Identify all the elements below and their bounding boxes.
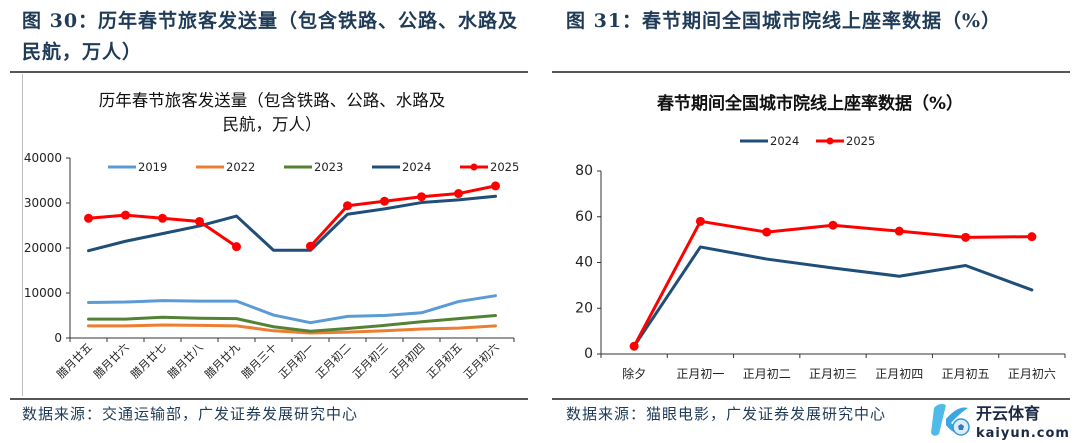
figure-30-left-border: [22, 74, 23, 396]
y-tick-label: 0: [584, 346, 593, 362]
x-tick-label: 正月初六: [461, 340, 502, 381]
figure-31-top-rule: [552, 71, 1070, 73]
legend-item-2025: 2025: [816, 134, 875, 148]
data-point-2025: [306, 241, 315, 251]
y-tick-label: 40: [575, 255, 593, 271]
figure-31-title: 图 31：春节期间全国城市院线上座率数据（%）: [566, 10, 1002, 32]
x-tick-label: 正月初二: [313, 340, 354, 381]
data-point-2025: [762, 227, 772, 237]
y-tick-label: 30000: [24, 196, 62, 210]
x-tick-label: 正月初五: [424, 340, 465, 381]
figure-31-bottom-rule: [552, 398, 1070, 400]
data-point-2025: [1027, 232, 1037, 242]
data-point-2025: [232, 242, 241, 252]
watermark-logo: 开云体育 kaiyun.com: [931, 404, 1070, 441]
figure-30-bottom-rule: [10, 398, 528, 400]
series-line-2025: [632, 219, 1034, 348]
y-tick-label: 10000: [24, 286, 62, 300]
data-point-2025: [629, 341, 639, 351]
x-tick-label: 除夕: [622, 366, 646, 381]
x-tick-label: 正月初一: [276, 340, 317, 381]
data-point-2025: [828, 220, 838, 230]
x-tick-label: 腊月廿八: [165, 341, 205, 381]
legend-item-2019: 2019: [108, 160, 167, 174]
legend-item-2024: 2024: [740, 134, 799, 148]
chart-title-line: 民航，万人）: [223, 115, 322, 134]
x-tick-label: 腊月廿七: [128, 341, 168, 381]
data-point-2025: [454, 189, 463, 199]
x-tick-label: 正月初三: [809, 367, 857, 381]
series-line-2022: [87, 323, 497, 335]
x-tick-label: 腊月三十: [239, 340, 280, 381]
x-tick-label: 正月初六: [1008, 367, 1056, 381]
legend-label: 2025: [490, 160, 519, 174]
watermark-emblem-icon: [931, 404, 970, 436]
data-point-2025: [195, 216, 204, 226]
series-line-2019: [87, 294, 497, 325]
x-tick-label: 腊月廿六: [91, 341, 131, 381]
data-point-2025: [343, 201, 352, 211]
figure-30-top-rule: [10, 71, 528, 73]
x-tick-label: 正月初四: [875, 367, 923, 381]
figure-31-source: 数据来源：猫眼电影，广发证券发展研究中心: [566, 405, 887, 423]
series-line-2025: [309, 184, 497, 248]
data-point-2025: [380, 196, 389, 206]
data-point-2025: [961, 232, 971, 242]
x-tick-label: 正月初四: [387, 340, 428, 381]
legend-label: 2022: [226, 160, 255, 174]
passenger-volume-chart: 历年春节旅客发送量（包含铁路、公路、水路及民航，万人） 2019 2022 2023 2…: [24, 91, 519, 381]
cinema-occupancy-chart: 春节期间全国城市院线上座率数据（%） 2024 2025 0 20 40 60 80 除夕 正月初…: [575, 93, 1066, 381]
legend-label: 2025: [846, 134, 875, 148]
legend-item-2025: 2025: [460, 160, 519, 174]
figure-30-title: 图 30：历年春节旅客发送量（包含铁路、公路、水路及民航，万人）: [22, 10, 519, 63]
data-point-2025: [84, 213, 93, 223]
y-tick-label: 0: [54, 331, 62, 345]
data-point-2025: [417, 192, 426, 202]
legend-item-2023: 2023: [284, 160, 343, 174]
x-tick-label: 正月初三: [350, 340, 391, 381]
data-point-2025: [158, 213, 167, 223]
data-point-2025: [121, 210, 130, 220]
legend-label: 2024: [402, 160, 431, 174]
x-tick-label: 正月初一: [676, 367, 724, 381]
data-point-2025: [894, 226, 904, 236]
series-line-2023: [87, 314, 497, 333]
chart-title-line: 春节期间全国城市院线上座率数据（%）: [657, 93, 963, 114]
x-tick-label: 腊月廿九: [202, 341, 242, 381]
legend-label: 2019: [138, 160, 167, 174]
data-point-2025: [491, 181, 500, 191]
y-tick-label: 80: [575, 163, 593, 179]
x-tick-label: 正月初二: [743, 367, 791, 381]
series-line-2024: [632, 245, 1034, 348]
y-tick-label: 40000: [24, 151, 62, 165]
series-line-2024: [87, 194, 497, 253]
legend-item-2022: 2022: [196, 160, 255, 174]
x-tick-label: 正月初五: [942, 367, 990, 381]
legend-label: 2023: [314, 160, 343, 174]
figure-30-source: 数据来源：交通运输部，广发证券发展研究中心: [22, 405, 359, 423]
legend-item-2024: 2024: [372, 160, 431, 174]
x-tick-label: 腊月廿五: [54, 341, 94, 381]
legend-marker: [470, 163, 478, 171]
watermark-brand: 开云体育: [976, 404, 1040, 423]
legend-label: 2024: [770, 134, 799, 148]
chart-title-line: 历年春节旅客发送量（包含铁路、公路、水路及: [99, 91, 446, 110]
y-tick-label: 60: [575, 209, 593, 225]
watermark-url: kaiyun.com: [976, 426, 1070, 441]
y-tick-label: 20000: [24, 241, 62, 255]
legend-marker: [826, 137, 834, 145]
data-point-2025: [695, 216, 705, 226]
y-tick-label: 20: [575, 300, 593, 316]
